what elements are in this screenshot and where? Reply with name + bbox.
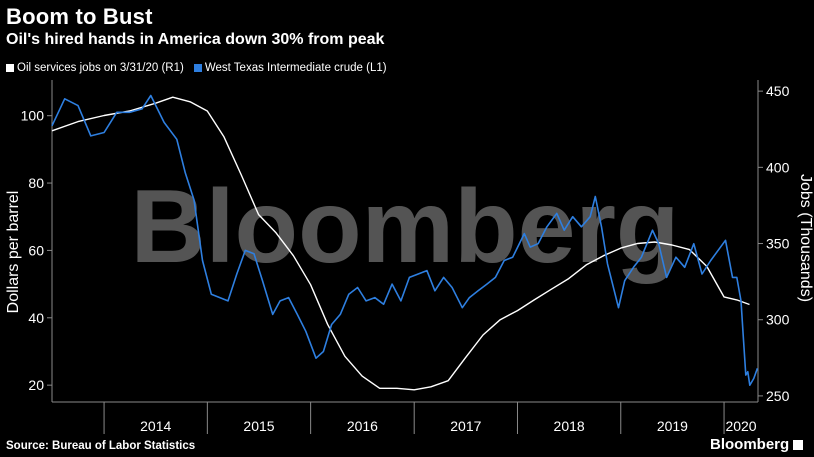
x-tick-label: 2016 bbox=[347, 418, 378, 434]
brand-bars-icon bbox=[793, 439, 804, 450]
left-tick-label: 40 bbox=[28, 310, 44, 326]
x-tick-label: 2020 bbox=[725, 418, 756, 434]
right-tick-label: 250 bbox=[766, 388, 790, 404]
series-line-jobs bbox=[51, 96, 750, 391]
right-tick-label: 450 bbox=[766, 83, 790, 99]
legend-item-jobs: Oil services jobs on 3/31/20 (R1) bbox=[6, 62, 184, 74]
left-tick-label: 20 bbox=[28, 377, 44, 393]
legend-label-jobs: Oil services jobs on 3/31/20 (R1) bbox=[17, 62, 184, 74]
brand-name: Bloomberg bbox=[710, 436, 790, 453]
legend-label-wti: West Texas Intermediate crude (L1) bbox=[204, 62, 387, 74]
x-tick-label: 2019 bbox=[657, 418, 688, 434]
x-tick-label: 2014 bbox=[140, 418, 171, 434]
source-note: Source: Bureau of Labor Statistics bbox=[6, 440, 196, 452]
right-tick-label: 300 bbox=[766, 312, 790, 328]
left-tick-label: 60 bbox=[28, 242, 44, 258]
right-tick-label: 350 bbox=[766, 236, 790, 252]
left-tick-label: 100 bbox=[21, 108, 45, 124]
x-tick-label: 2015 bbox=[243, 418, 274, 434]
chart-subtitle: Oil's hired hands in America down 30% fr… bbox=[6, 31, 385, 48]
right-tick-label: 400 bbox=[766, 159, 790, 175]
watermark-text: Bloomberg bbox=[131, 169, 680, 285]
left-tick-label: 80 bbox=[28, 175, 44, 191]
legend-swatch-jobs bbox=[6, 64, 14, 72]
x-tick-label: 2018 bbox=[554, 418, 585, 434]
legend: Oil services jobs on 3/31/20 (R1) West T… bbox=[6, 62, 387, 74]
legend-swatch-wti bbox=[193, 64, 202, 72]
right-axis-title: Jobs (Thousands) bbox=[797, 174, 814, 302]
brand-logo: Bloomberg bbox=[710, 436, 804, 453]
legend-item-wti: West Texas Intermediate crude (L1) bbox=[193, 62, 387, 74]
series-line-wti bbox=[51, 94, 759, 386]
x-tick-label: 2017 bbox=[450, 418, 481, 434]
left-axis-title: Dollars per barrel bbox=[5, 191, 22, 314]
chart-title: Boom to Bust bbox=[6, 4, 153, 29]
